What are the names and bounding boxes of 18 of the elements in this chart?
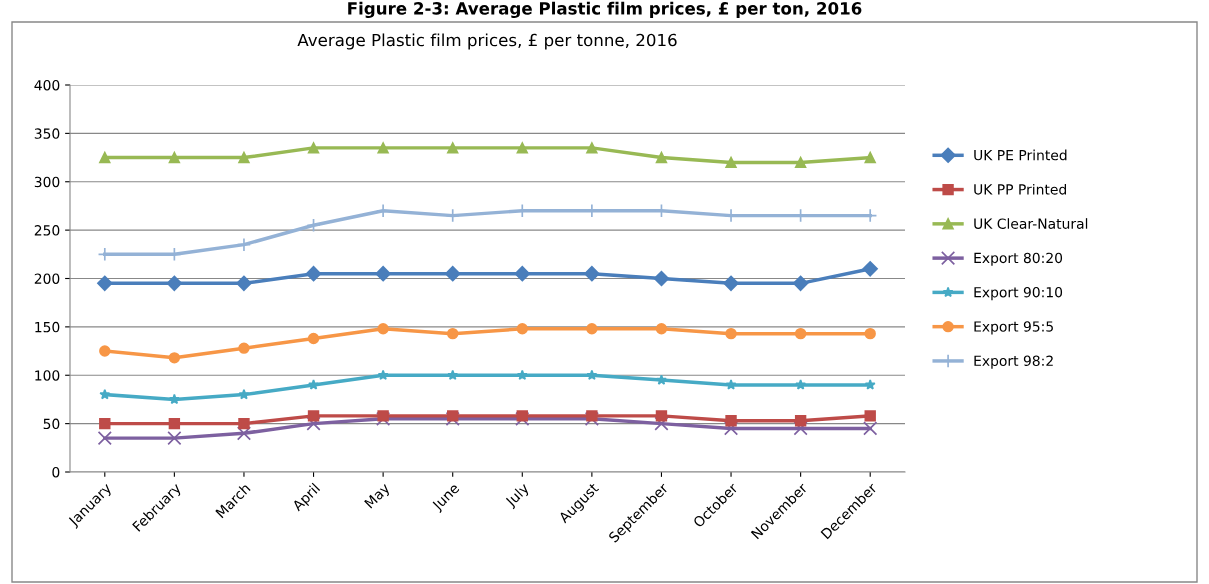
legend-label: Export 90:10 <box>974 286 1063 301</box>
y-tick-label: 250 <box>34 225 60 236</box>
y-tick-label: 200 <box>34 273 60 284</box>
y-tick-label: 50 <box>43 418 60 430</box>
caption: Figure 2-3: Average Plastic film prices, £ per ton, 2016 <box>348 1 862 19</box>
legend-label: UK PP Printed <box>974 183 1066 195</box>
legend-label: Export 98:2 <box>974 355 1053 369</box>
y-tick-label: 100 <box>35 370 60 381</box>
y-tick-label: 150 <box>35 321 60 333</box>
legend-label: UK Clear-Natural <box>974 218 1088 229</box>
legend-label: Export 95:5 <box>974 321 1053 335</box>
chart-title: Average Plastic film prices, £ per tonne, 2016 <box>297 33 677 50</box>
y-tick-label: 400 <box>34 79 60 91</box>
y-tick-label: 350 <box>34 128 60 139</box>
legend-label: UK PE Printed <box>974 149 1067 161</box>
y-tick-label: 300 <box>34 176 60 188</box>
y-tick-label: 0 <box>52 466 60 478</box>
legend-label: Export 80:20 <box>974 252 1063 266</box>
